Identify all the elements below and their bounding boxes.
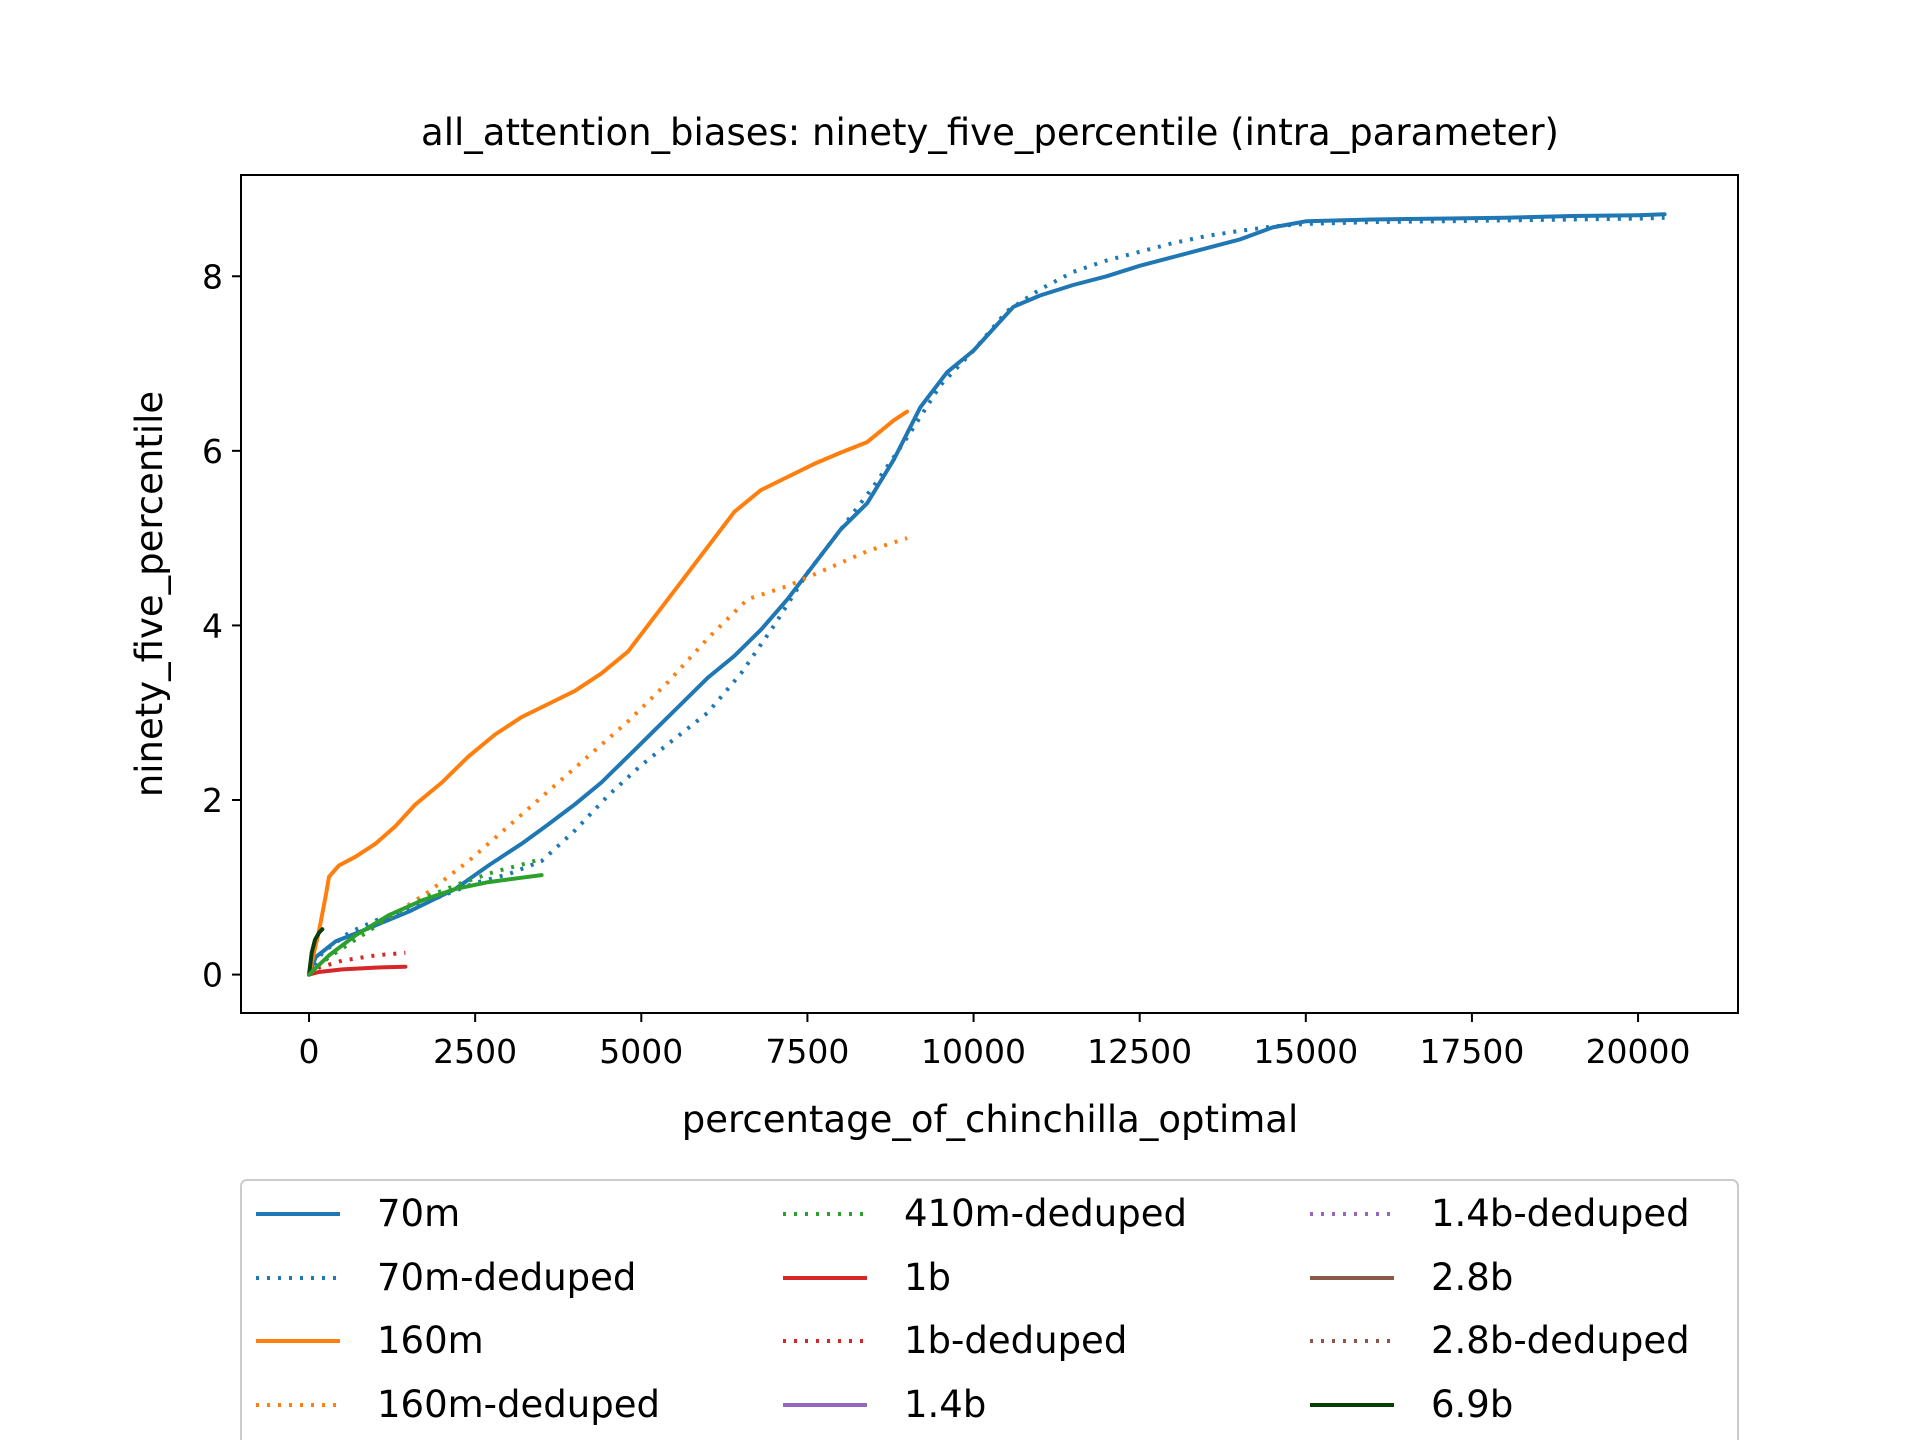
legend-label-1b: 1b xyxy=(904,1256,951,1299)
legend-items: 70m 70m-deduped 160m 160m-deduped 410m-dedup… xyxy=(256,1192,1690,1426)
series-line-160m xyxy=(307,409,910,977)
legend-frame xyxy=(240,1179,1739,1440)
legend-label-160m: 160m xyxy=(377,1319,484,1362)
y-tick-label: 0 xyxy=(202,956,223,995)
legend-label-6-9b: 6.9b xyxy=(1431,1383,1513,1426)
legend-label-2-8b: 2.8b xyxy=(1431,1256,1513,1299)
y-ticks: 0 2 4 6 8 xyxy=(202,257,241,995)
plot-content xyxy=(307,212,1667,977)
series-line-410m xyxy=(307,873,544,977)
x-tick-label: 17500 xyxy=(1419,1032,1524,1071)
legend-label-160m-deduped: 160m-deduped xyxy=(377,1383,660,1426)
y-tick-label: 6 xyxy=(202,432,223,471)
y-tick-label: 8 xyxy=(202,257,223,296)
x-tick-label: 10000 xyxy=(921,1032,1026,1071)
x-tick-label: 15000 xyxy=(1253,1032,1358,1071)
legend-label-2-8b-deduped: 2.8b-deduped xyxy=(1431,1319,1690,1362)
legend-label-1-4b: 1.4b xyxy=(904,1383,986,1426)
y-tick-label: 4 xyxy=(202,606,223,645)
chart-title: all_attention_biases: ninety_five_percen… xyxy=(421,111,1559,154)
legend-label-410m-deduped: 410m-deduped xyxy=(904,1192,1187,1235)
x-tick-label: 20000 xyxy=(1586,1032,1691,1071)
series-line-6-9b xyxy=(307,927,325,977)
x-tick-label: 7500 xyxy=(765,1032,849,1071)
legend: 70m 70m-deduped 160m 160m-deduped 410m-dedup… xyxy=(240,1179,1739,1440)
legend-label-70m: 70m xyxy=(377,1192,460,1235)
legend-label-1-4b-deduped: 1.4b-deduped xyxy=(1431,1192,1690,1235)
x-tick-label: 12500 xyxy=(1087,1032,1192,1071)
axes xyxy=(240,174,1739,1014)
x-tick-label: 0 xyxy=(299,1032,320,1071)
y-tick-label: 2 xyxy=(202,781,223,820)
y-axis-label: ninety_five_percentile xyxy=(128,391,171,797)
x-axis-label: percentage_of_chinchilla_optimal xyxy=(682,1098,1299,1141)
x-ticks: 0 2500 5000 7500 10000 12500 15000 17500 20000 xyxy=(299,1013,1691,1071)
x-tick-label: 5000 xyxy=(599,1032,683,1071)
plot-frame xyxy=(240,174,1739,1014)
legend-label-1b-deduped: 1b-deduped xyxy=(904,1319,1127,1362)
legend-label-70m-deduped: 70m-deduped xyxy=(377,1256,636,1299)
x-tick-label: 2500 xyxy=(433,1032,517,1071)
series-line-70m-deduped xyxy=(307,215,1665,976)
series-line-1b xyxy=(307,964,408,977)
